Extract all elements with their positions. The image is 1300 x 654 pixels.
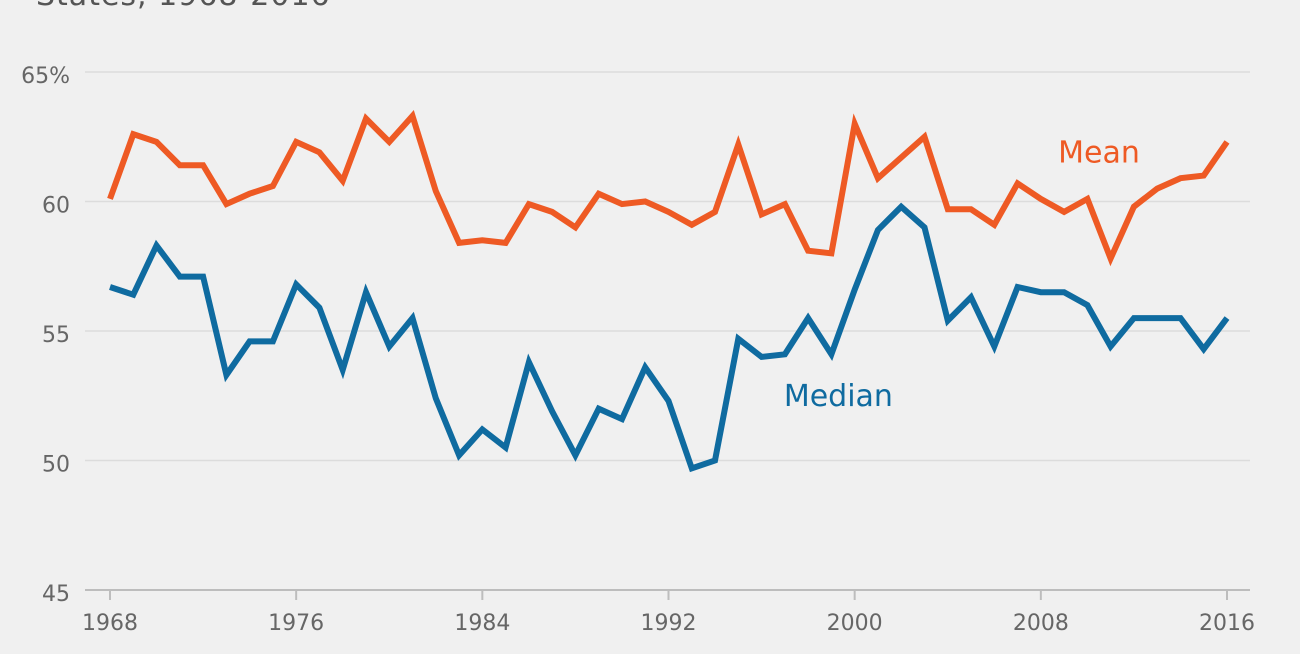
y-tick-label: 55 (42, 323, 70, 348)
series-label-mean: Mean (1058, 136, 1140, 171)
x-tick-label: 1976 (268, 611, 324, 636)
annotation-layer: Mean Median (784, 136, 1140, 414)
x-tick-label: 1992 (641, 611, 697, 636)
x-tick-label: 2000 (827, 611, 883, 636)
series-line-median (110, 207, 1227, 469)
x-tick-label: 1984 (454, 611, 510, 636)
series-label-median: Median (784, 379, 893, 414)
y-tick-label: 50 (42, 453, 70, 478)
x-axis-ticks: 1968 1976 1984 1992 2000 2008 2016 (82, 590, 1255, 636)
chart-subtitle: States, 1968-2016 (36, 0, 331, 13)
y-tick-label: 65% (21, 64, 70, 89)
x-tick-label: 2016 (1199, 611, 1255, 636)
y-axis-ticks: 45 50 55 60 65% (21, 64, 70, 607)
x-tick-label: 2008 (1013, 611, 1069, 636)
y-tick-label: 60 (42, 194, 70, 219)
y-tick-label: 45 (42, 582, 70, 607)
x-tick-label: 1968 (82, 611, 138, 636)
